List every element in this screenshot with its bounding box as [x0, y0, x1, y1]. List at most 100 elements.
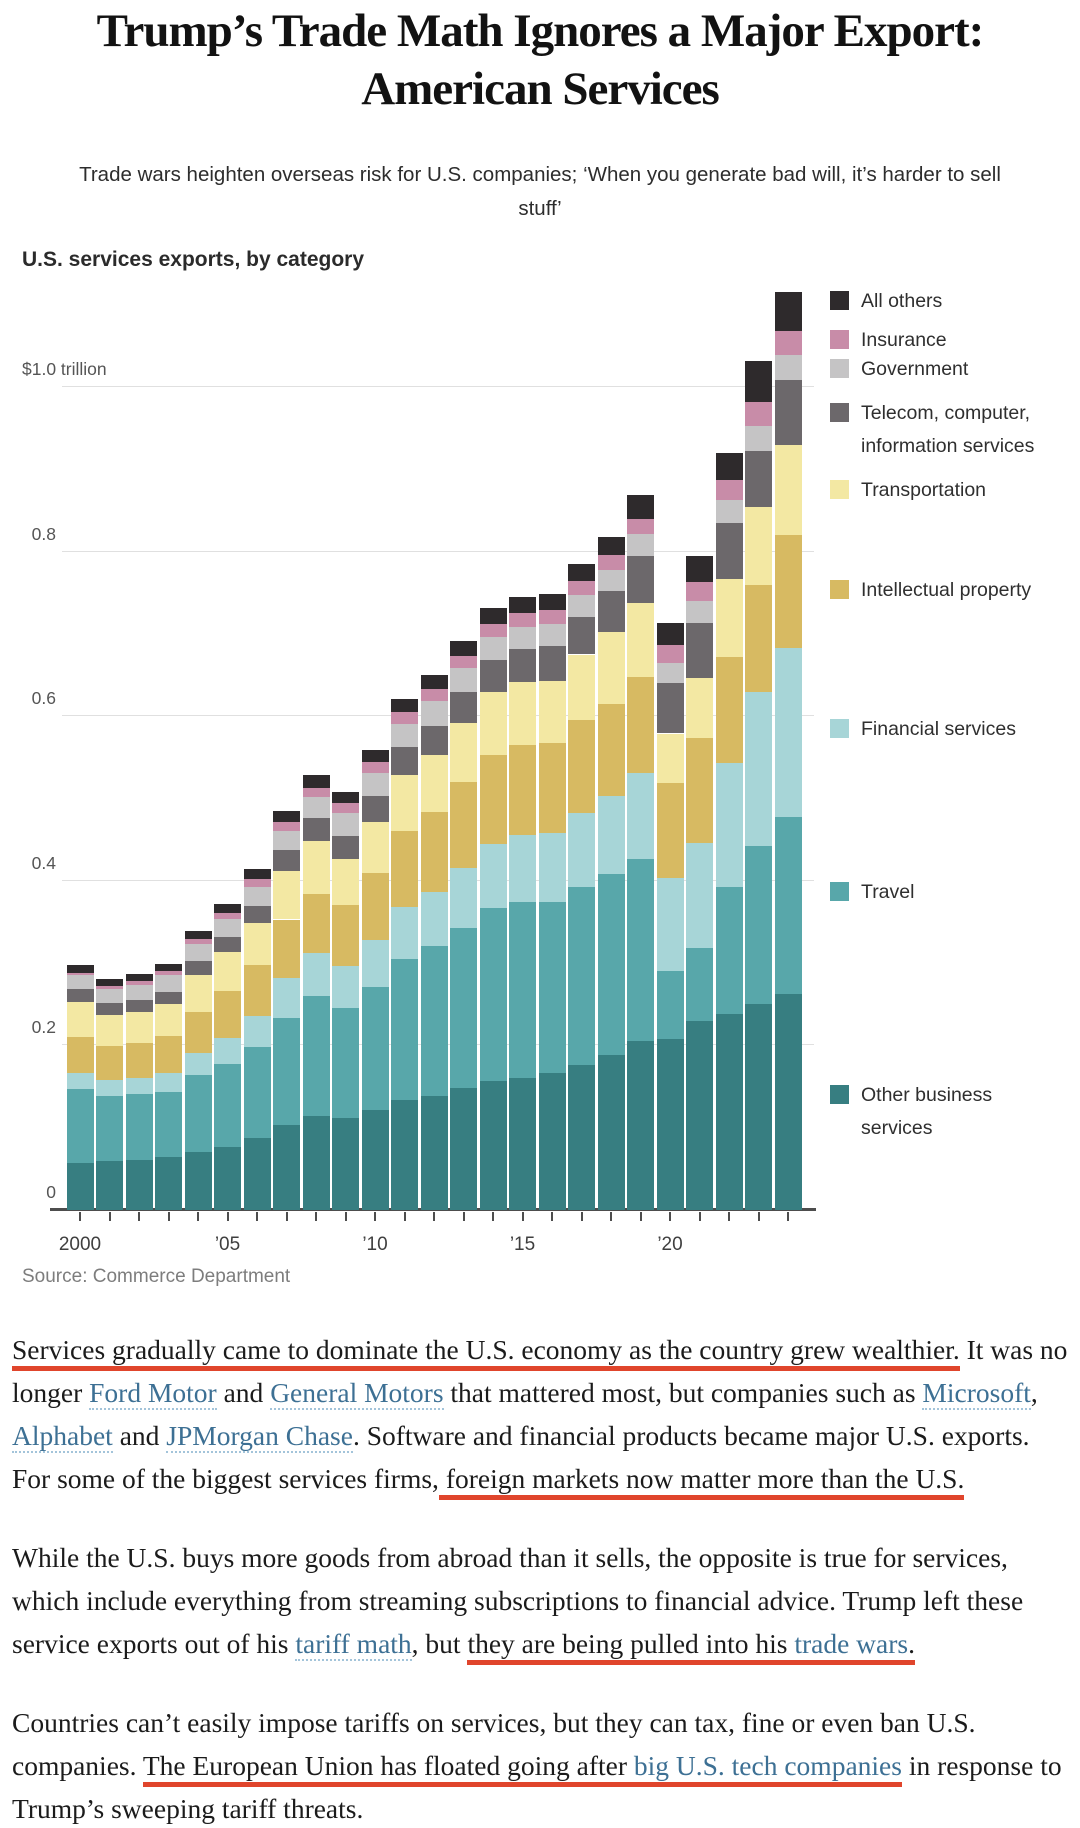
- bar-segment-2000-insurance: [66, 972, 94, 976]
- legend-swatch-all-others: [830, 291, 849, 310]
- bar-segment-2001-financial-services: [96, 1079, 123, 1096]
- bar-segment-2008-transportation: [302, 841, 330, 894]
- text-link[interactable]: General Motors: [270, 1377, 444, 1410]
- bar-segment-2005-intellectual-property: [214, 991, 241, 1038]
- legend-swatch-financial-services: [830, 719, 849, 738]
- legend-label: Government: [861, 358, 969, 380]
- text-run: ,: [1030, 1377, 1038, 1408]
- bar-segment-2000-telecom-computer-information-services: [66, 989, 94, 1002]
- bar-segment-2019-travel: [627, 859, 654, 1042]
- bar-segment-2020-intellectual-property: [656, 782, 684, 879]
- text-link[interactable]: JPMorgan Chase: [166, 1420, 353, 1453]
- legend-label: Financial services: [861, 718, 1016, 740]
- bar-segment-2001-other-business-services: [96, 1161, 123, 1210]
- bar-segment-2012-government: [420, 701, 448, 727]
- bar-segment-2001-insurance: [96, 986, 123, 989]
- legend-label: Other business services: [861, 1084, 993, 1139]
- bar-segment-2015-all-others: [509, 596, 536, 614]
- bar-segment-2007-financial-services: [273, 977, 300, 1019]
- bar-segment-2010-other-business-services: [361, 1110, 389, 1210]
- legend-swatch-transportation: [830, 480, 849, 499]
- body-paragraph: While the U.S. buys more goods from abro…: [12, 1536, 1070, 1665]
- bar-segment-2011-intellectual-property: [391, 830, 418, 908]
- bar-segment-2014-transportation: [479, 692, 507, 755]
- bar-segment-2016-intellectual-property: [538, 742, 566, 834]
- bar-segment-2017-transportation: [568, 654, 595, 721]
- bar-segment-2019-all-others: [627, 494, 654, 519]
- x-axis-tick: [285, 1212, 288, 1221]
- bar-segment-2015-intellectual-property: [509, 745, 536, 835]
- bar-segment-2005-insurance: [214, 912, 241, 919]
- bar-segment-2018-financial-services: [597, 796, 625, 875]
- bar-segment-2006-government: [243, 886, 271, 906]
- bar-segment-2016-all-others: [538, 593, 566, 611]
- bar-segment-2005-financial-services: [214, 1038, 241, 1064]
- y-axis-label: 0.6: [31, 688, 56, 709]
- bar-segment-2015-transportation: [509, 681, 536, 746]
- bar-segment-2019-transportation: [627, 602, 654, 677]
- text-link[interactable]: tariff math: [295, 1628, 412, 1661]
- legend-item-government: Government: [830, 353, 968, 386]
- legend-item-intellectual-property: Intellectual property: [830, 574, 1031, 607]
- x-axis-tick: [138, 1212, 140, 1221]
- bar-segment-2007-government: [273, 830, 300, 851]
- bar-segment-2022-all-others: [715, 452, 743, 480]
- text-link[interactable]: trade wars: [794, 1628, 909, 1665]
- text-link[interactable]: big U.S. tech companies: [633, 1750, 902, 1787]
- bar-segment-2023-all-others: [745, 360, 772, 402]
- bar-segment-2009-travel: [332, 1007, 359, 1118]
- bar-segment-2009-transportation: [332, 858, 359, 905]
- text-link[interactable]: Alphabet: [12, 1420, 113, 1453]
- legend-item-transportation: Transportation: [830, 474, 986, 507]
- bar-segment-2002-government: [125, 984, 153, 1001]
- bar-segment-2000-other-business-services: [66, 1163, 94, 1210]
- x-axis-label-2000: 2000: [58, 1234, 102, 1255]
- bar-segment-2015-telecom-computer-information-services: [509, 648, 536, 682]
- bar-segment-2010-telecom-computer-information-services: [361, 796, 389, 822]
- legend-swatch-insurance: [830, 330, 849, 349]
- bar-segment-2001-government: [96, 988, 123, 1004]
- bar-segment-2003-telecom-computer-information-services: [155, 991, 182, 1005]
- x-axis-tick: [108, 1212, 111, 1221]
- bar-segment-2003-travel: [155, 1091, 182, 1158]
- bar-segment-2024-government: [774, 354, 802, 381]
- bar-segment-2004-financial-services: [184, 1052, 212, 1076]
- bar-segment-2007-other-business-services: [273, 1125, 300, 1210]
- bar-segment-2014-insurance: [479, 624, 507, 638]
- bar-segment-2009-telecom-computer-information-services: [332, 835, 359, 859]
- bar-segment-2011-telecom-computer-information-services: [391, 747, 418, 775]
- bar-segment-2022-intellectual-property: [715, 656, 743, 764]
- text-run: and: [112, 1420, 167, 1451]
- bar-segment-2005-travel: [214, 1063, 241, 1147]
- bar-segment-2021-all-others: [686, 555, 713, 583]
- bar-segment-2010-financial-services: [361, 940, 389, 987]
- bar-segment-2012-financial-services: [420, 891, 448, 946]
- bar-segment-2024-travel: [774, 817, 802, 995]
- legend-label: Insurance: [861, 329, 947, 351]
- bar-segment-2022-other-business-services: [715, 1014, 743, 1210]
- bar-segment-2004-intellectual-property: [184, 1011, 212, 1053]
- bar-segment-2012-telecom-computer-information-services: [420, 726, 448, 755]
- bar-segment-2013-other-business-services: [450, 1088, 477, 1210]
- text-link[interactable]: Ford Motor: [89, 1377, 217, 1410]
- bar-segment-2015-travel: [509, 902, 536, 1078]
- text-link[interactable]: Microsoft: [922, 1377, 1031, 1410]
- bar-segment-2002-all-others: [125, 973, 153, 982]
- x-axis-tick: [315, 1212, 317, 1221]
- bar-segment-2009-intellectual-property: [332, 904, 359, 966]
- bar-segment-2021-travel: [686, 948, 713, 1021]
- bar-segment-2002-telecom-computer-information-services: [125, 1000, 153, 1012]
- highlighted-text: The European Union has floated going aft…: [142, 1750, 634, 1787]
- bar-segment-2021-telecom-computer-information-services: [686, 623, 713, 679]
- bar-segment-2012-transportation: [420, 754, 448, 812]
- chart-title: U.S. services exports, by category: [22, 248, 364, 271]
- bar-segment-2004-telecom-computer-information-services: [184, 961, 212, 976]
- bar-segment-2014-government: [479, 637, 507, 661]
- bar-segment-2000-intellectual-property: [66, 1037, 94, 1073]
- bar-segment-2021-other-business-services: [686, 1020, 713, 1210]
- bar-segment-2011-other-business-services: [391, 1099, 418, 1210]
- bar-segment-2018-insurance: [597, 554, 625, 570]
- bar-segment-2019-financial-services: [627, 773, 654, 860]
- highlighted-text: they are being pulled into his: [467, 1628, 795, 1665]
